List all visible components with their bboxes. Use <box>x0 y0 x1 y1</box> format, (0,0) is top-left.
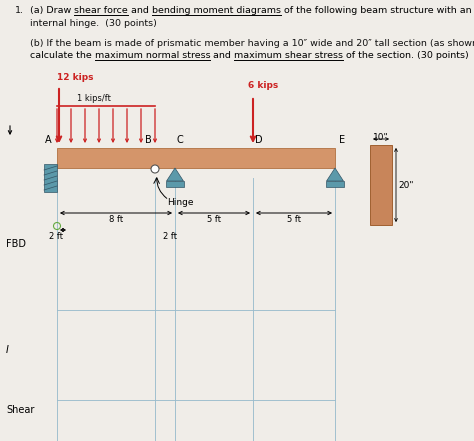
Text: internal hinge.  (30 points): internal hinge. (30 points) <box>30 19 157 27</box>
Text: 8 ft: 8 ft <box>109 215 123 224</box>
Text: 10": 10" <box>373 133 389 142</box>
Text: bending moment diagrams: bending moment diagrams <box>152 6 281 15</box>
Text: B: B <box>145 135 152 145</box>
Text: D: D <box>255 135 263 145</box>
Text: 2 ft: 2 ft <box>49 232 63 241</box>
Text: 20": 20" <box>398 180 413 190</box>
Text: 6 kips: 6 kips <box>248 81 278 90</box>
Circle shape <box>151 165 159 173</box>
Text: 1 kips/ft: 1 kips/ft <box>77 94 111 103</box>
Text: maximum shear stress: maximum shear stress <box>234 51 343 60</box>
Bar <box>370 145 392 225</box>
Text: (b) If the beam is made of prismatic member having a 10″ wide and 20″ tall secti: (b) If the beam is made of prismatic mem… <box>30 38 474 48</box>
Text: and: and <box>128 6 152 15</box>
Text: FBD: FBD <box>6 239 26 249</box>
Text: E: E <box>339 135 345 145</box>
Text: (a) Draw: (a) Draw <box>30 6 74 15</box>
Bar <box>57 148 335 168</box>
Text: 5 ft: 5 ft <box>207 215 221 224</box>
Bar <box>166 181 184 187</box>
Bar <box>44 164 57 192</box>
Polygon shape <box>166 168 183 181</box>
Text: Hinge: Hinge <box>167 198 193 207</box>
Text: 12 kips: 12 kips <box>57 73 93 82</box>
Text: I: I <box>6 345 9 355</box>
Text: of the following beam structure with an: of the following beam structure with an <box>281 6 472 15</box>
Polygon shape <box>327 168 344 181</box>
Text: 5 ft: 5 ft <box>287 215 301 224</box>
Text: Shear: Shear <box>6 405 35 415</box>
Text: 1.: 1. <box>15 6 24 15</box>
Text: 2 ft: 2 ft <box>163 232 177 241</box>
Text: shear force: shear force <box>74 6 128 15</box>
Bar <box>326 181 344 187</box>
Text: calculate the: calculate the <box>30 51 95 60</box>
Text: of the section. (30 points): of the section. (30 points) <box>343 51 469 60</box>
Text: maximum normal stress: maximum normal stress <box>95 51 210 60</box>
Text: and: and <box>210 51 234 60</box>
Text: C: C <box>177 135 184 145</box>
Text: A: A <box>46 135 52 145</box>
